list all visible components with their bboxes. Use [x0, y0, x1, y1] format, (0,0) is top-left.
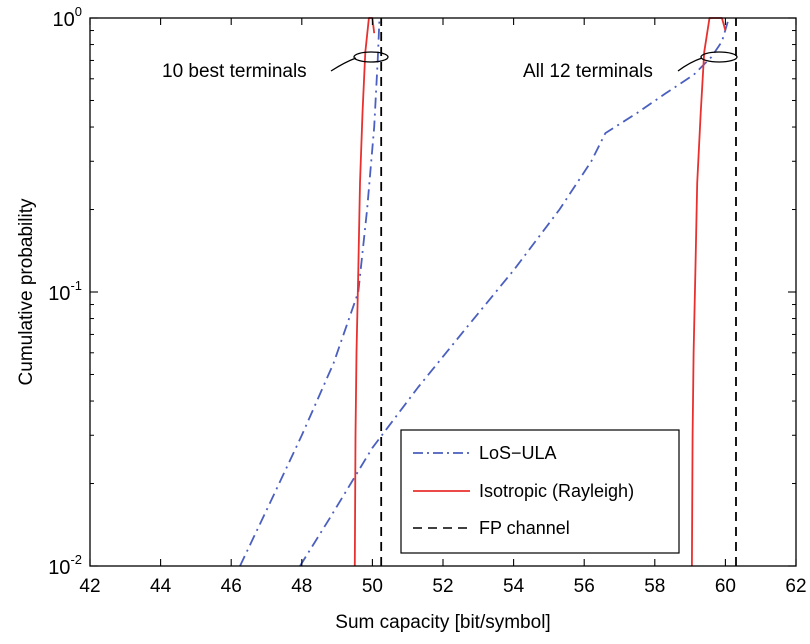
annotation-all-12-leader: [677, 57, 703, 72]
annotation-10-best-ellipse: [353, 51, 389, 63]
annotations: 10 best terminals All 12 terminals: [162, 51, 738, 82]
series-0-line-0: [239, 17, 381, 567]
x-axis-label: Sum capacity [bit/symbol]: [335, 612, 550, 633]
series-1-line-0: [353, 17, 376, 567]
annotation-all-12-ellipse: [700, 51, 738, 63]
x-tick-label: 60: [715, 576, 736, 597]
series-1-line-1: [691, 17, 727, 567]
x-tick-label: 42: [79, 576, 100, 597]
x-tick-label: 62: [785, 576, 806, 597]
x-axis-ticks: 42 44 46 48 50 52 54 56 58 60 62: [79, 18, 807, 597]
legend-label-isotropic: Isotropic (Rayleigh): [479, 481, 634, 501]
x-tick-label: 58: [644, 576, 665, 597]
x-tick-label: 48: [291, 576, 312, 597]
annotation-10-best-leader: [330, 57, 357, 72]
annotation-10-best: 10 best terminals: [162, 61, 307, 82]
y-axis-label: Cumulative probability: [16, 198, 37, 385]
y-tick-label: 10-2: [48, 552, 82, 579]
plot-frame: [89, 17, 797, 567]
x-tick-label: 44: [150, 576, 172, 597]
plot-area: [239, 17, 737, 567]
series-0-line-1: [299, 17, 730, 567]
y-tick-label: 10-1: [48, 278, 82, 305]
annotation-all-12: All 12 terminals: [523, 61, 653, 82]
legend-label-los-ula: LoS−ULA: [479, 443, 557, 463]
x-tick-label: 50: [362, 576, 383, 597]
y-axis-ticks: 10-2 10-1 100: [48, 4, 796, 579]
y-tick-label: 100: [53, 4, 82, 31]
x-tick-label: 54: [503, 576, 525, 597]
legend: LoS−ULA Isotropic (Rayleigh) FP channel: [400, 429, 680, 554]
x-tick-label: 56: [574, 576, 595, 597]
x-tick-label: 52: [432, 576, 453, 597]
legend-label-fp-channel: FP channel: [479, 518, 570, 538]
x-tick-label: 46: [221, 576, 242, 597]
